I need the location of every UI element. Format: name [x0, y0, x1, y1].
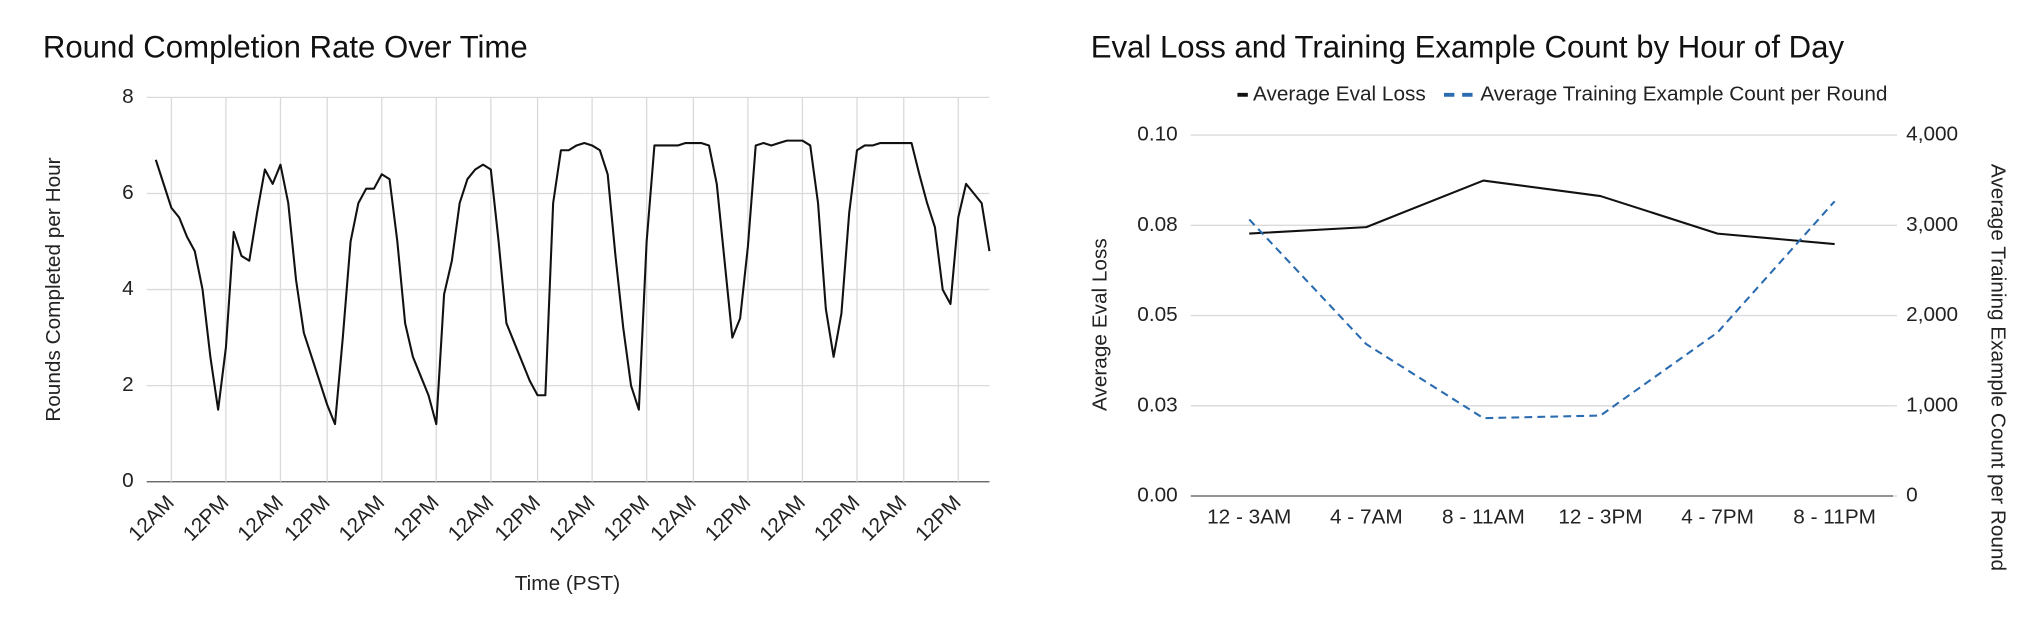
x-tick-label: 8 - 11AM [1442, 506, 1525, 529]
y2-axis-label: Average Training Example Count per Round [1987, 164, 2010, 571]
x-tick-label: 12AM [755, 491, 810, 546]
y-axis-label: Rounds Completed per Hour [42, 157, 65, 421]
legend-label: Average Eval Loss [1253, 82, 1426, 105]
x-tick-label: 12PM [490, 491, 545, 546]
x-tick-label: 12PM [389, 491, 444, 546]
x-tick-label: 8 - 11PM [1793, 506, 1876, 529]
y2-tick-label: 2,000 [1906, 303, 1958, 326]
y-tick-label: 0.10 [1137, 123, 1177, 146]
x-tick-label: 12AM [444, 491, 499, 546]
y2-tick-label: 1,000 [1906, 393, 1958, 416]
data-line [1248, 200, 1836, 420]
x-tick-label: 12 - 3PM [1558, 506, 1642, 529]
x-tick-label: 4 - 7AM [1330, 506, 1403, 529]
x-tick-label: 12PM [911, 491, 966, 546]
legend-label: Average Training Example Count per Round [1480, 82, 1887, 105]
y-tick-label: 0.03 [1137, 393, 1177, 416]
x-tick-label: 12PM [701, 491, 756, 546]
y2-tick-label: 4,000 [1906, 123, 1958, 146]
x-tick-label: 12AM [233, 491, 288, 546]
y-tick-label: 4 [122, 277, 134, 300]
x-tick-label: 12PM [810, 491, 865, 546]
x-tick-label: 12 - 3AM [1207, 506, 1291, 529]
x-tick-label: 12AM [124, 491, 179, 546]
chart-title: Eval Loss and Training Example Count by … [1091, 30, 1845, 65]
y-tick-label: 0.00 [1137, 484, 1177, 507]
x-tick-label: 12AM [857, 491, 912, 546]
data-line [1249, 179, 1835, 246]
chart-title: Round Completion Rate Over Time [43, 30, 528, 65]
y-axis-label: Average Eval Loss [1089, 238, 1112, 411]
y-tick-label: 2 [122, 373, 134, 396]
x-axis-label: Time (PST) [515, 572, 620, 595]
y2-tick-label: 0 [1906, 484, 1918, 507]
x-tick-label: 4 - 7PM [1681, 506, 1754, 529]
x-tick-label: 12AM [335, 491, 390, 546]
x-tick-label: 12PM [280, 491, 335, 546]
x-tick-label: 12AM [545, 491, 600, 546]
data-line [154, 139, 991, 426]
x-tick-label: 12AM [646, 491, 701, 546]
y-tick-label: 6 [122, 181, 134, 204]
y-tick-label: 8 [122, 85, 134, 108]
y-tick-label: 0 [122, 469, 134, 492]
x-tick-label: 12PM [599, 491, 654, 546]
y2-tick-label: 3,000 [1906, 213, 1958, 236]
y-tick-label: 0.05 [1137, 303, 1177, 326]
x-tick-label: 12PM [179, 491, 234, 546]
y-tick-label: 0.08 [1137, 213, 1177, 236]
